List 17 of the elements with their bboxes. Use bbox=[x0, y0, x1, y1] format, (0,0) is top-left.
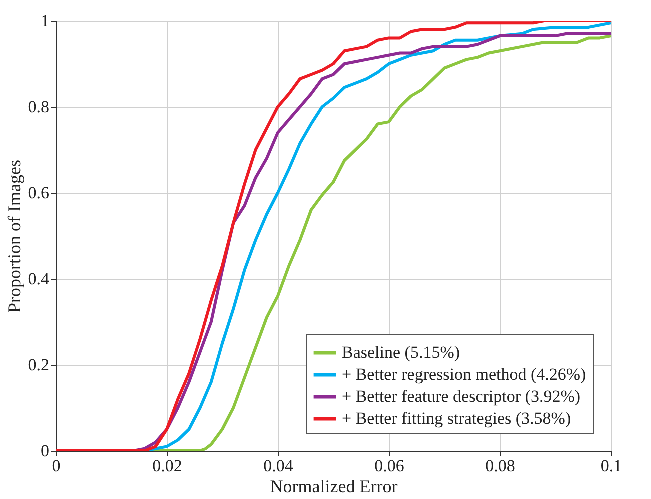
y-tick-label: 0.2 bbox=[28, 356, 50, 374]
y-tick-label: 1 bbox=[41, 12, 50, 30]
legend-label: + Better fitting strategies (3.58%) bbox=[342, 409, 572, 428]
y-axis-title: Proportion of Images bbox=[4, 160, 24, 313]
y-tick-label: 0 bbox=[41, 442, 50, 460]
x-tick-label: 0.06 bbox=[374, 456, 404, 476]
legend-label: + Better regression method (4.26%) bbox=[342, 365, 586, 384]
x-tick-label: 0.1 bbox=[600, 456, 622, 476]
legend-label: + Better feature descriptor (3.92%) bbox=[342, 387, 581, 406]
y-tick-label: 0.8 bbox=[28, 98, 50, 116]
x-tick-label: 0.08 bbox=[486, 456, 516, 476]
x-tick-label: 0.04 bbox=[264, 456, 294, 476]
y-tick-label: 0.6 bbox=[28, 184, 50, 202]
x-tick-label: 0.02 bbox=[152, 456, 182, 476]
legend-label: Baseline (5.15%) bbox=[342, 343, 460, 362]
y-tick-label: 0.4 bbox=[28, 270, 50, 288]
x-axis-title: Normalized Error bbox=[270, 476, 398, 496]
